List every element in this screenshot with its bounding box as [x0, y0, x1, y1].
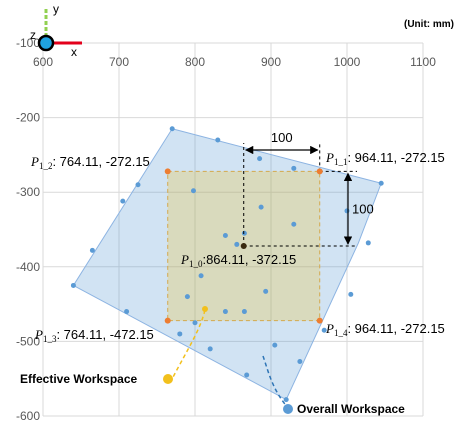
corner-points: [164, 168, 323, 324]
y-tick-label: -300: [16, 185, 40, 199]
x-tick-label: 1000: [334, 55, 361, 69]
effective-callout-origin: [202, 306, 208, 312]
workspace-point: [207, 346, 213, 352]
workspace-point: [241, 230, 247, 236]
workspace-point: [241, 309, 247, 315]
z-axis-icon: [37, 34, 55, 52]
tick-labels: 600 700 800 900 1000 1100 -100 -200 -300 -400 -500…: [16, 36, 436, 423]
y-tick-label: -500: [16, 334, 40, 348]
label-p1-1: P1_1: 964.11, -272.15: [325, 150, 445, 167]
corner-point: [164, 317, 171, 324]
y-tick-label: -400: [16, 260, 40, 274]
workspace-point: [215, 137, 221, 143]
workspace-point: [291, 221, 297, 227]
workspace-point: [348, 291, 354, 297]
workspace-point: [120, 198, 126, 204]
overall-legend-dot: [283, 404, 293, 414]
workspace-point: [169, 126, 175, 132]
label-p1-2: P1_2: 764.11, -272.15: [30, 154, 150, 171]
workspace-point: [283, 397, 289, 403]
workspace-point: [190, 188, 196, 194]
legend: Effective Workspace Overall Workspace: [20, 306, 405, 416]
unit-label: (Unit: mm): [404, 19, 454, 30]
dim-label-horizontal: 100: [271, 130, 293, 145]
center-point: [240, 243, 247, 250]
x-tick-label: 1100: [410, 55, 436, 69]
workspace-point: [244, 372, 250, 378]
workspace-point: [263, 288, 269, 294]
workspace-point: [89, 247, 95, 253]
overall-workspace-points: [70, 126, 384, 403]
x-tick-label: 900: [261, 55, 281, 69]
workspace-point: [378, 180, 384, 186]
workspace-point: [198, 273, 204, 279]
workspace-point: [222, 232, 228, 238]
workspace-point: [321, 327, 327, 333]
effective-legend-dot: [163, 374, 173, 384]
workspace-point: [257, 156, 263, 162]
workspace-point: [291, 165, 297, 171]
workspace-point: [258, 204, 264, 210]
dim-label-vertical: 100: [352, 202, 374, 217]
label-p1-0: P1_0:864.11, -372.15: [180, 252, 296, 269]
label-p1-4: P1_4: 964.11, -272.15: [325, 321, 445, 338]
workspace-point: [177, 331, 183, 337]
workspace-point: [135, 182, 141, 188]
workspace-point: [124, 309, 130, 315]
workspace-point: [297, 359, 303, 365]
workspace-point: [192, 320, 198, 326]
corner-point: [316, 168, 323, 175]
y-tick-label: -200: [16, 111, 40, 125]
workspace-point: [272, 342, 278, 348]
y-tick-label: -100: [16, 36, 40, 50]
workspace-point: [222, 309, 228, 315]
corner-point: [164, 168, 171, 175]
point-labels: P1_1: 964.11, -272.15 P1_2: 764.11, -272.…: [30, 150, 445, 344]
workspace-point: [70, 282, 76, 288]
x-tick-label: 600: [33, 55, 53, 69]
overall-legend-label: Overall Workspace: [297, 402, 405, 416]
label-p1-3: P1_3: 764.11, -472.15: [34, 327, 154, 344]
x-tick-label: 800: [185, 55, 205, 69]
x-tick-label: 700: [109, 55, 129, 69]
effective-callout-line: [171, 309, 206, 380]
workspace-point: [365, 240, 371, 246]
dimension-lines: 100 100: [243, 130, 374, 247]
axes-glyph: y z x: [30, 2, 82, 59]
y-axis-letter: y: [53, 2, 59, 16]
corner-point: [316, 317, 323, 324]
x-axis-letter: x: [71, 45, 77, 59]
workspace-point: [234, 241, 240, 247]
workspace-point: [344, 208, 350, 214]
effective-legend-label: Effective Workspace: [20, 372, 137, 386]
y-tick-label: -600: [16, 409, 40, 423]
workspace-point: [184, 294, 190, 300]
z-axis-letter: z: [30, 28, 36, 42]
